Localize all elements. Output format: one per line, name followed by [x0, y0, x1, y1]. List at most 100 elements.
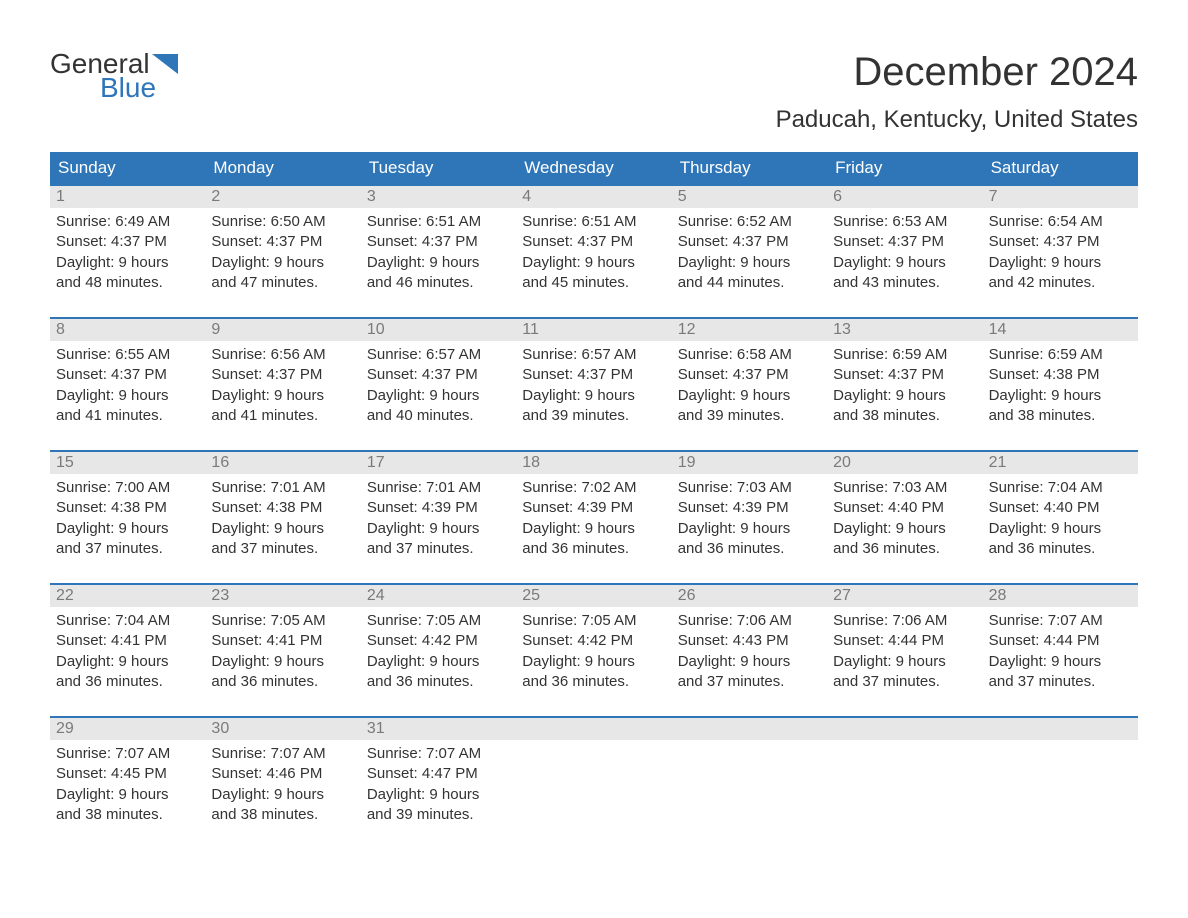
daylight-text-line2: and 38 minutes.	[833, 406, 974, 426]
sunset-text: Sunset: 4:47 PM	[367, 764, 508, 784]
weekday-header: Thursday	[672, 152, 827, 184]
day-number: 15	[50, 452, 205, 474]
daylight-text-line1: Daylight: 9 hours	[833, 652, 974, 672]
daylight-text-line1: Daylight: 9 hours	[522, 386, 663, 406]
day-cell: Sunrise: 7:03 AMSunset: 4:40 PMDaylight:…	[827, 474, 982, 565]
daylight-text-line2: and 39 minutes.	[367, 805, 508, 825]
weekday-header: Monday	[205, 152, 360, 184]
daylight-text-line1: Daylight: 9 hours	[522, 652, 663, 672]
location: Paducah, Kentucky, United States	[50, 106, 1138, 134]
sunrise-text: Sunrise: 6:51 AM	[367, 212, 508, 232]
day-number: 8	[50, 319, 205, 341]
sunrise-text: Sunrise: 6:58 AM	[678, 345, 819, 365]
day-cell: Sunrise: 7:03 AMSunset: 4:39 PMDaylight:…	[672, 474, 827, 565]
daylight-text-line1: Daylight: 9 hours	[367, 785, 508, 805]
sunset-text: Sunset: 4:37 PM	[211, 232, 352, 252]
sunrise-text: Sunrise: 6:50 AM	[211, 212, 352, 232]
daylight-text-line2: and 37 minutes.	[833, 672, 974, 692]
daylight-text-line2: and 41 minutes.	[211, 406, 352, 426]
day-cell: Sunrise: 6:51 AMSunset: 4:37 PMDaylight:…	[361, 208, 516, 299]
sunrise-text: Sunrise: 7:07 AM	[367, 744, 508, 764]
day-cell: Sunrise: 7:04 AMSunset: 4:40 PMDaylight:…	[983, 474, 1138, 565]
daylight-text-line1: Daylight: 9 hours	[367, 253, 508, 273]
sunset-text: Sunset: 4:37 PM	[367, 365, 508, 385]
day-cell: Sunrise: 7:05 AMSunset: 4:42 PMDaylight:…	[361, 607, 516, 698]
day-number: 25	[516, 585, 671, 607]
day-cell: Sunrise: 6:49 AMSunset: 4:37 PMDaylight:…	[50, 208, 205, 299]
sunset-text: Sunset: 4:37 PM	[989, 232, 1130, 252]
daylight-text-line1: Daylight: 9 hours	[211, 253, 352, 273]
daylight-text-line1: Daylight: 9 hours	[989, 253, 1130, 273]
calendar-body: 1234567Sunrise: 6:49 AMSunset: 4:37 PMDa…	[50, 184, 1138, 831]
sunrise-text: Sunrise: 6:56 AM	[211, 345, 352, 365]
sunset-text: Sunset: 4:37 PM	[678, 232, 819, 252]
sunset-text: Sunset: 4:37 PM	[833, 365, 974, 385]
daylight-text-line2: and 47 minutes.	[211, 273, 352, 293]
day-number: 5	[672, 186, 827, 208]
day-cell: Sunrise: 7:06 AMSunset: 4:44 PMDaylight:…	[827, 607, 982, 698]
day-cell: Sunrise: 7:07 AMSunset: 4:46 PMDaylight:…	[205, 740, 360, 831]
daylight-text-line1: Daylight: 9 hours	[522, 519, 663, 539]
daylight-text-line1: Daylight: 9 hours	[989, 386, 1130, 406]
day-number: 13	[827, 319, 982, 341]
sunrise-text: Sunrise: 7:03 AM	[833, 478, 974, 498]
sunrise-text: Sunrise: 7:04 AM	[989, 478, 1130, 498]
day-number: 24	[361, 585, 516, 607]
day-number-row: 891011121314	[50, 319, 1138, 341]
daylight-text-line2: and 36 minutes.	[522, 672, 663, 692]
daylight-text-line2: and 48 minutes.	[56, 273, 197, 293]
daylight-text-line1: Daylight: 9 hours	[522, 253, 663, 273]
day-cell: Sunrise: 6:51 AMSunset: 4:37 PMDaylight:…	[516, 208, 671, 299]
day-number	[672, 718, 827, 740]
sunset-text: Sunset: 4:41 PM	[211, 631, 352, 651]
daylight-text-line2: and 38 minutes.	[211, 805, 352, 825]
day-number: 17	[361, 452, 516, 474]
day-cell: Sunrise: 7:01 AMSunset: 4:39 PMDaylight:…	[361, 474, 516, 565]
sunrise-text: Sunrise: 6:59 AM	[833, 345, 974, 365]
day-cell: Sunrise: 7:05 AMSunset: 4:42 PMDaylight:…	[516, 607, 671, 698]
sunrise-text: Sunrise: 7:02 AM	[522, 478, 663, 498]
day-number: 11	[516, 319, 671, 341]
sunrise-text: Sunrise: 6:54 AM	[989, 212, 1130, 232]
daylight-text-line1: Daylight: 9 hours	[211, 785, 352, 805]
sunset-text: Sunset: 4:38 PM	[211, 498, 352, 518]
day-number: 6	[827, 186, 982, 208]
sunrise-text: Sunrise: 6:57 AM	[522, 345, 663, 365]
sunrise-text: Sunrise: 7:06 AM	[833, 611, 974, 631]
sunrise-text: Sunrise: 7:06 AM	[678, 611, 819, 631]
daylight-text-line2: and 37 minutes.	[211, 539, 352, 559]
daylight-text-line2: and 42 minutes.	[989, 273, 1130, 293]
sunrise-text: Sunrise: 7:07 AM	[211, 744, 352, 764]
day-number: 14	[983, 319, 1138, 341]
daylight-text-line2: and 46 minutes.	[367, 273, 508, 293]
daylight-text-line1: Daylight: 9 hours	[678, 652, 819, 672]
day-cell: Sunrise: 7:00 AMSunset: 4:38 PMDaylight:…	[50, 474, 205, 565]
sunrise-text: Sunrise: 6:53 AM	[833, 212, 974, 232]
calendar-week: 1234567Sunrise: 6:49 AMSunset: 4:37 PMDa…	[50, 184, 1138, 299]
day-number: 30	[205, 718, 360, 740]
sunset-text: Sunset: 4:39 PM	[678, 498, 819, 518]
daylight-text-line2: and 39 minutes.	[522, 406, 663, 426]
sunrise-text: Sunrise: 7:05 AM	[522, 611, 663, 631]
sunrise-text: Sunrise: 7:07 AM	[56, 744, 197, 764]
sunrise-text: Sunrise: 7:00 AM	[56, 478, 197, 498]
day-cell: Sunrise: 7:05 AMSunset: 4:41 PMDaylight:…	[205, 607, 360, 698]
daylight-text-line2: and 36 minutes.	[367, 672, 508, 692]
sunset-text: Sunset: 4:45 PM	[56, 764, 197, 784]
daylight-text-line1: Daylight: 9 hours	[367, 519, 508, 539]
day-number: 10	[361, 319, 516, 341]
daylight-text-line2: and 41 minutes.	[56, 406, 197, 426]
daylight-text-line1: Daylight: 9 hours	[56, 386, 197, 406]
sunset-text: Sunset: 4:37 PM	[522, 365, 663, 385]
day-number: 7	[983, 186, 1138, 208]
month-title: December 2024	[853, 50, 1138, 95]
sunrise-text: Sunrise: 7:04 AM	[56, 611, 197, 631]
day-number	[516, 718, 671, 740]
logo: General Blue	[50, 50, 178, 102]
day-cell	[516, 740, 671, 831]
day-cell: Sunrise: 6:53 AMSunset: 4:37 PMDaylight:…	[827, 208, 982, 299]
daylight-text-line1: Daylight: 9 hours	[56, 253, 197, 273]
sunrise-text: Sunrise: 6:55 AM	[56, 345, 197, 365]
day-number	[827, 718, 982, 740]
day-number: 1	[50, 186, 205, 208]
